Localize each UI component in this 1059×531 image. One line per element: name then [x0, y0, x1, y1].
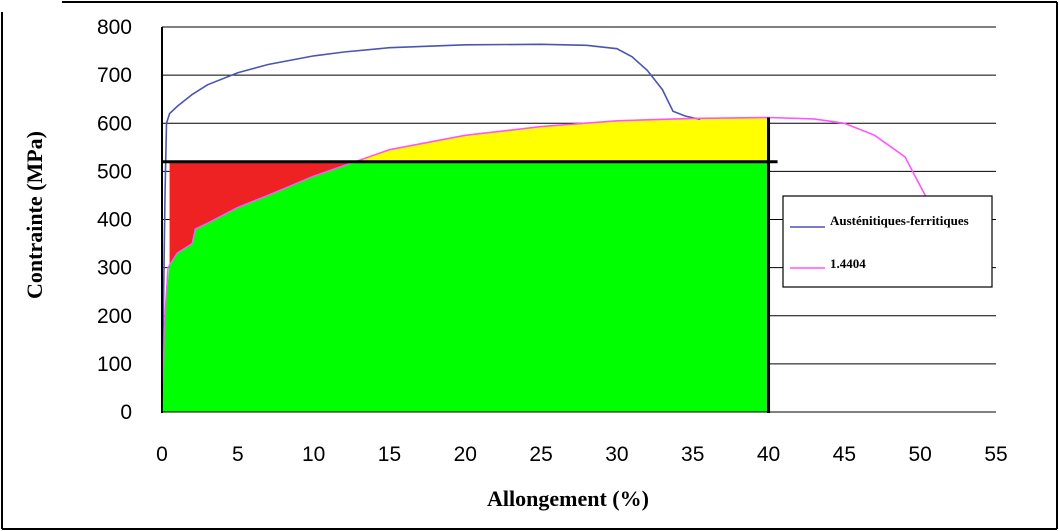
- y-tick-label: 400: [97, 209, 132, 232]
- series-lines: [161, 43, 929, 413]
- x-tick-label: 25: [529, 443, 552, 466]
- y-tick-label: 500: [97, 160, 132, 183]
- x-tick-label: 5: [232, 443, 244, 466]
- x-tick-label: 20: [454, 443, 477, 466]
- x-tick-label: 15: [378, 443, 401, 466]
- y-tick-label: 800: [97, 16, 132, 39]
- series-line-0: [161, 43, 701, 413]
- legend-box: [782, 195, 993, 288]
- y-axis-ticks: 0 100 200 300 400 500 600 700 800: [97, 16, 132, 424]
- y-tick-label: 200: [97, 305, 132, 328]
- legend: Austénitiques-ferritiques 1.4404: [782, 195, 993, 288]
- x-tick-label: 30: [605, 443, 628, 466]
- x-tick-label: 0: [156, 443, 168, 466]
- x-axis-ticks: 0 5 10 15 20 25 30 35 40 45 50 55: [156, 443, 1008, 466]
- x-axis-label: Allongement (%): [487, 486, 649, 511]
- y-tick-label: 600: [97, 112, 132, 135]
- x-tick-label: 55: [984, 443, 1007, 466]
- region-red: [169, 161, 352, 266]
- x-tick-label: 40: [757, 443, 780, 466]
- y-axis-label: Contrainte (MPa): [22, 131, 47, 299]
- legend-label-austenitic-ferritic: Austénitiques-ferritiques: [830, 213, 969, 228]
- x-tick-label: 45: [833, 443, 856, 466]
- x-tick-label: 35: [681, 443, 704, 466]
- region-green: [162, 161, 769, 412]
- reference-lines: [161, 27, 996, 413]
- y-tick-label: 0: [120, 401, 132, 424]
- y-tick-label: 100: [97, 353, 132, 376]
- region-yellow: [355, 117, 769, 162]
- legend-label-1-4404: 1.4404: [830, 256, 866, 271]
- filled-regions: [162, 117, 769, 412]
- x-tick-label: 10: [302, 443, 325, 466]
- y-tick-label: 300: [97, 257, 132, 280]
- y-tick-label: 700: [97, 64, 132, 87]
- x-tick-label: 50: [909, 443, 932, 466]
- series-line-1: [161, 116, 929, 413]
